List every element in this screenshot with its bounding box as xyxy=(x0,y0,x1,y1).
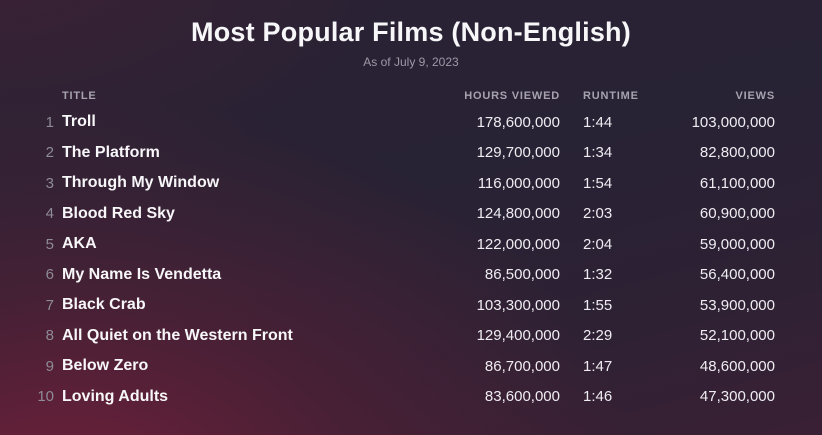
film-title: All Quiet on the Western Front xyxy=(62,326,293,344)
film-title: Below Zero xyxy=(62,357,149,375)
film-views: 53,900,000 xyxy=(699,296,775,314)
film-runtime: 1:54 xyxy=(583,174,613,192)
film-hours-viewed: 122,000,000 xyxy=(476,235,560,253)
films-table: TITLE HOURS VIEWED RUNTIME VIEWS 1 Troll… xyxy=(30,85,782,412)
table-row: 2 The Platform 129,700,000 1:34 82,800,0… xyxy=(30,138,782,169)
film-views: 56,400,000 xyxy=(699,266,775,284)
title-column-header: TITLE xyxy=(62,90,97,102)
film-rank: 2 xyxy=(45,144,54,162)
table-row: 7 Black Crab 103,300,000 1:55 53,900,000 xyxy=(30,290,782,321)
film-views: 47,300,000 xyxy=(699,388,775,406)
film-rank: 10 xyxy=(37,388,54,406)
table-row: 6 My Name Is Vendetta 86,500,000 1:32 56… xyxy=(30,260,782,291)
film-hours-viewed: 129,700,000 xyxy=(476,144,560,162)
film-rank: 1 xyxy=(45,113,54,131)
film-hours-viewed: 124,800,000 xyxy=(476,205,560,223)
table-row: 1 Troll 178,600,000 1:44 103,000,000 xyxy=(30,107,782,138)
film-title: Black Crab xyxy=(62,296,146,314)
film-rank: 5 xyxy=(45,235,54,253)
film-runtime: 1:55 xyxy=(583,296,613,314)
film-title: My Name Is Vendetta xyxy=(62,265,222,283)
film-views: 61,100,000 xyxy=(699,174,775,192)
film-runtime: 2:04 xyxy=(583,235,613,253)
film-views: 59,000,000 xyxy=(699,235,775,253)
film-rank: 9 xyxy=(45,357,54,375)
film-hours-viewed: 129,400,000 xyxy=(476,327,560,345)
film-views: 60,900,000 xyxy=(699,205,775,223)
film-rank: 3 xyxy=(45,174,54,192)
film-hours-viewed: 86,700,000 xyxy=(484,357,560,375)
film-rank: 7 xyxy=(45,296,54,314)
film-hours-viewed: 178,600,000 xyxy=(476,113,560,131)
film-title: Blood Red Sky xyxy=(62,204,175,222)
film-rank: 8 xyxy=(45,327,54,345)
film-title: Loving Adults xyxy=(62,387,169,405)
film-title: The Platform xyxy=(62,143,160,161)
film-runtime: 1:34 xyxy=(583,144,613,162)
film-runtime: 2:03 xyxy=(583,205,613,223)
film-rank: 4 xyxy=(45,205,54,223)
table-header-row: TITLE HOURS VIEWED RUNTIME VIEWS xyxy=(30,85,782,107)
film-views: 82,800,000 xyxy=(699,144,775,162)
table-row: 5 AKA 122,000,000 2:04 59,000,000 xyxy=(30,229,782,260)
table-body: 1 Troll 178,600,000 1:44 103,000,000 2 T… xyxy=(30,107,782,412)
table-row: 10 Loving Adults 83,600,000 1:46 47,300,… xyxy=(30,382,782,413)
film-hours-viewed: 86,500,000 xyxy=(484,266,560,284)
views-column-header: VIEWS xyxy=(735,90,775,102)
table-row: 8 All Quiet on the Western Front 129,400… xyxy=(30,321,782,352)
as-of-date: As of July 9, 2023 xyxy=(363,55,459,69)
film-views: 48,600,000 xyxy=(699,357,775,375)
film-hours-viewed: 116,000,000 xyxy=(477,174,560,192)
table-row: 3 Through My Window 116,000,000 1:54 61,… xyxy=(30,168,782,199)
runtime-column-header: RUNTIME xyxy=(583,90,639,102)
table-row: 9 Below Zero 86,700,000 1:47 48,600,000 xyxy=(30,351,782,382)
film-title: AKA xyxy=(62,235,97,253)
film-views: 52,100,000 xyxy=(699,327,775,345)
film-runtime: 2:29 xyxy=(583,327,613,345)
film-runtime: 1:47 xyxy=(583,357,613,375)
film-runtime: 1:44 xyxy=(583,113,613,131)
hours-viewed-column-header: HOURS VIEWED xyxy=(464,90,560,102)
film-runtime: 1:46 xyxy=(583,388,613,406)
table-row: 4 Blood Red Sky 124,800,000 2:03 60,900,… xyxy=(30,199,782,230)
film-hours-viewed: 83,600,000 xyxy=(484,388,560,406)
film-views: 103,000,000 xyxy=(691,113,775,131)
film-hours-viewed: 103,300,000 xyxy=(476,296,560,314)
film-title: Troll xyxy=(62,113,96,131)
film-runtime: 1:32 xyxy=(583,266,613,284)
film-title: Through My Window xyxy=(62,174,220,192)
page-title: Most Popular Films (Non-English) xyxy=(191,17,631,47)
most-popular-films-panel: Most Popular Films (Non-English) As of J… xyxy=(30,17,782,412)
film-rank: 6 xyxy=(45,266,54,284)
